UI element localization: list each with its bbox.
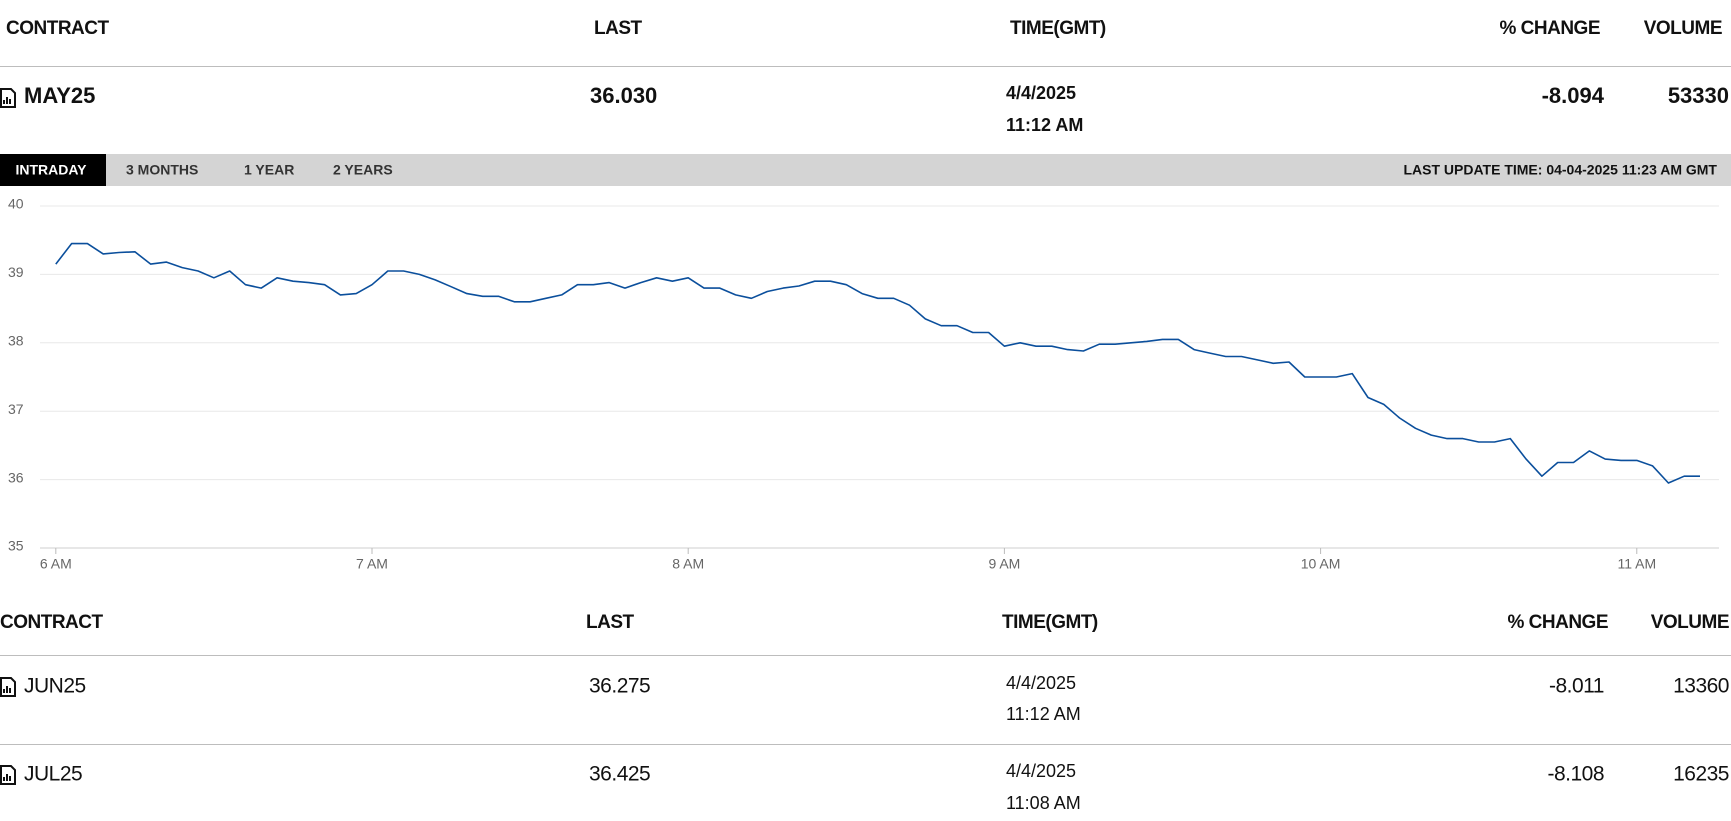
x-tick-label: 11 AM xyxy=(1617,556,1656,572)
volume: 16235 xyxy=(1673,763,1729,786)
column-header: CONTRACT xyxy=(6,18,109,39)
y-tick-label: 35 xyxy=(8,538,24,554)
column-header: CONTRACT xyxy=(0,612,103,633)
table-header: CONTRACT LAST TIME(GMT) % CHANGE VOLUME xyxy=(0,612,1730,633)
main-row: MAY25 36.030 4/4/2025 11:12 AM -8.094 53… xyxy=(0,83,1729,135)
tab[interactable]: 1 YEAR xyxy=(244,162,294,178)
time: 11:12 AM xyxy=(1006,704,1081,724)
tab[interactable]: 2 YEARS xyxy=(333,162,393,178)
column-header: TIME(GMT) xyxy=(1002,612,1098,633)
change: -8.011 xyxy=(1549,675,1604,698)
y-tick-label: 37 xyxy=(8,401,24,417)
time: 11:08 AM xyxy=(1006,793,1081,813)
column-header: LAST xyxy=(586,612,635,633)
column-header: TIME(GMT) xyxy=(1010,18,1106,39)
last: 36.425 xyxy=(589,763,650,786)
y-tick-label: 38 xyxy=(8,333,24,349)
contract[interactable]: JUL25 xyxy=(24,763,83,786)
volume: 53330 xyxy=(1668,83,1729,108)
contract-icon xyxy=(0,677,16,697)
volume: 13360 xyxy=(1673,675,1729,698)
change: -8.094 xyxy=(1542,83,1605,108)
change: -8.108 xyxy=(1547,763,1604,786)
table-row: JUL25 36.425 4/4/2025 11:08 AM -8.108 16… xyxy=(0,761,1730,813)
contract-icon xyxy=(0,88,16,108)
tab[interactable]: 3 MONTHS xyxy=(126,162,198,178)
time: 11:12 AM xyxy=(1006,115,1083,135)
date: 4/4/2025 xyxy=(1006,761,1076,781)
contract-icon xyxy=(0,765,16,785)
column-header: VOLUME xyxy=(1644,18,1722,39)
price-line xyxy=(55,242,1700,484)
x-tick-label: 10 AM xyxy=(1301,556,1341,572)
active-tab[interactable] xyxy=(0,154,106,186)
header-row: CONTRACT LAST TIME(GMT) % CHANGE VOLUME xyxy=(6,18,1723,39)
contract[interactable]: MAY25 xyxy=(24,83,95,108)
column-header: VOLUME xyxy=(1651,612,1729,633)
table-row: JUN25 36.275 4/4/2025 11:12 AM -8.011 13… xyxy=(0,673,1730,724)
chart: 35 36 37 38 39 40 6 AM 7 AM 8 AM 9 AM 10 AM 11 AM xyxy=(8,196,1719,572)
x-tick-label: 9 AM xyxy=(988,556,1020,572)
tab-bar xyxy=(0,154,1731,186)
last: 36.030 xyxy=(590,83,657,108)
x-tick-label: 6 AM xyxy=(40,556,72,572)
y-tick-label: 39 xyxy=(8,264,24,280)
x-tick-label: 7 AM xyxy=(356,556,388,572)
y-tick-label: 40 xyxy=(8,196,24,212)
y-tick-label: 36 xyxy=(8,469,24,485)
last-update: LAST UPDATE TIME: 04-04-2025 11:23 AM GM… xyxy=(1403,162,1717,178)
last: 36.275 xyxy=(589,675,650,698)
tab[interactable]: INTRADAY xyxy=(15,162,87,178)
column-header: % CHANGE xyxy=(1499,18,1600,39)
column-header: LAST xyxy=(594,18,643,39)
x-tick-label: 8 AM xyxy=(672,556,704,572)
date: 4/4/2025 xyxy=(1006,673,1076,693)
column-header: % CHANGE xyxy=(1507,612,1608,633)
date: 4/4/2025 xyxy=(1006,83,1076,103)
contract[interactable]: JUN25 xyxy=(24,675,86,698)
